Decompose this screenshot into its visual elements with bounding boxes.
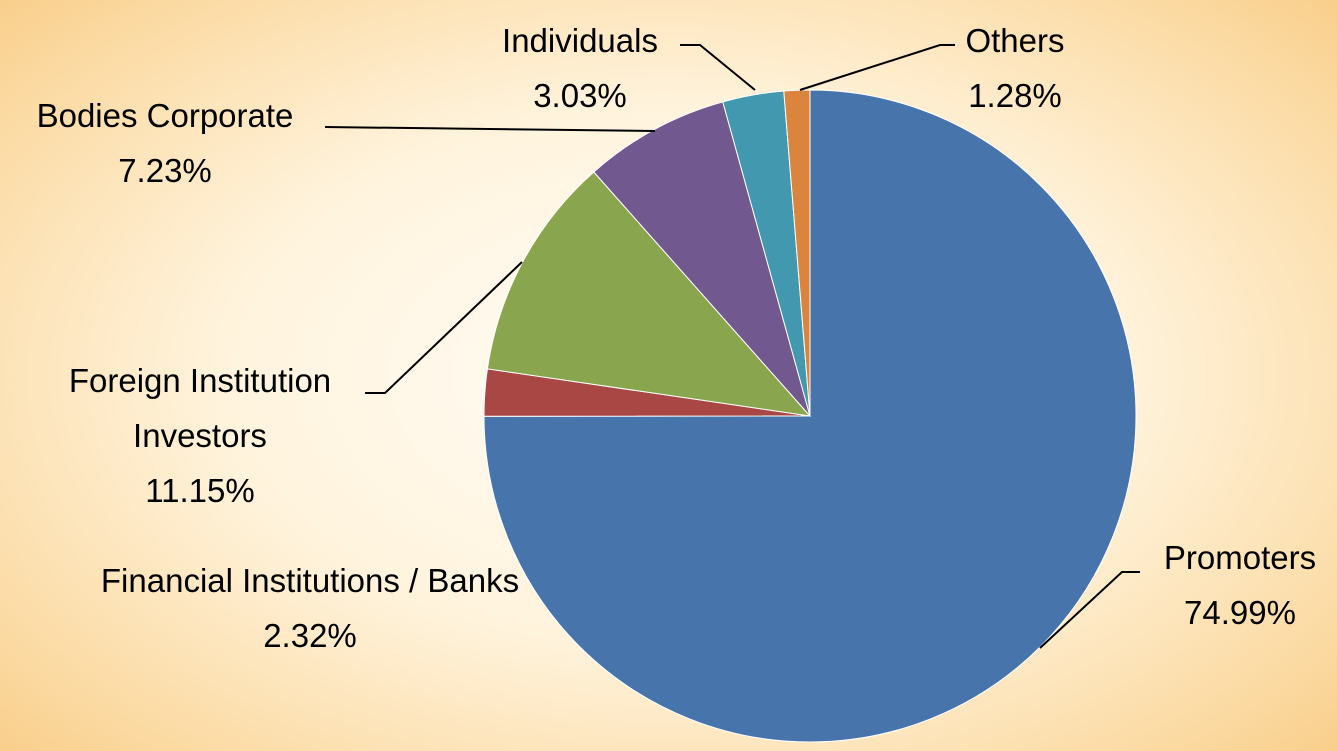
value-label: 1.28% — [968, 77, 1062, 114]
category-label: Individuals — [502, 22, 658, 59]
data-label: Bodies Corporate 7.23% — [0, 88, 335, 198]
leader-line — [799, 44, 955, 91]
pie-slice — [783, 89, 811, 417]
value-label: 3.03% — [533, 77, 627, 114]
pie-slice — [593, 101, 811, 417]
data-label: Others 1.28% — [915, 13, 1115, 123]
data-label: Individuals 3.03% — [470, 13, 690, 123]
data-label: Foreign Institution Investors 11.15% — [30, 353, 370, 518]
category-label: Promoters — [1163, 539, 1317, 576]
data-label: Financial Institutions / Banks 2.32% — [100, 553, 520, 663]
category-label: Financial Institutions / Banks — [100, 562, 520, 599]
leader-line — [1039, 571, 1140, 649]
slices — [483, 89, 1137, 743]
leader-line — [365, 261, 523, 394]
value-label: 11.15% — [145, 472, 255, 509]
leader-line — [680, 44, 756, 91]
data-label: Promoters 74.99% — [1140, 530, 1337, 640]
value-label: 74.99% — [1184, 594, 1296, 631]
category-label: Others — [965, 22, 1065, 59]
value-label: 7.23% — [118, 152, 212, 189]
leader-lines — [324, 44, 1140, 649]
value-label: 2.32% — [263, 617, 357, 654]
pie-slice — [486, 171, 812, 417]
leader-line — [324, 126, 656, 132]
category-label: Foreign Institution Investors — [68, 362, 332, 454]
category-label: Bodies Corporate — [36, 97, 294, 134]
